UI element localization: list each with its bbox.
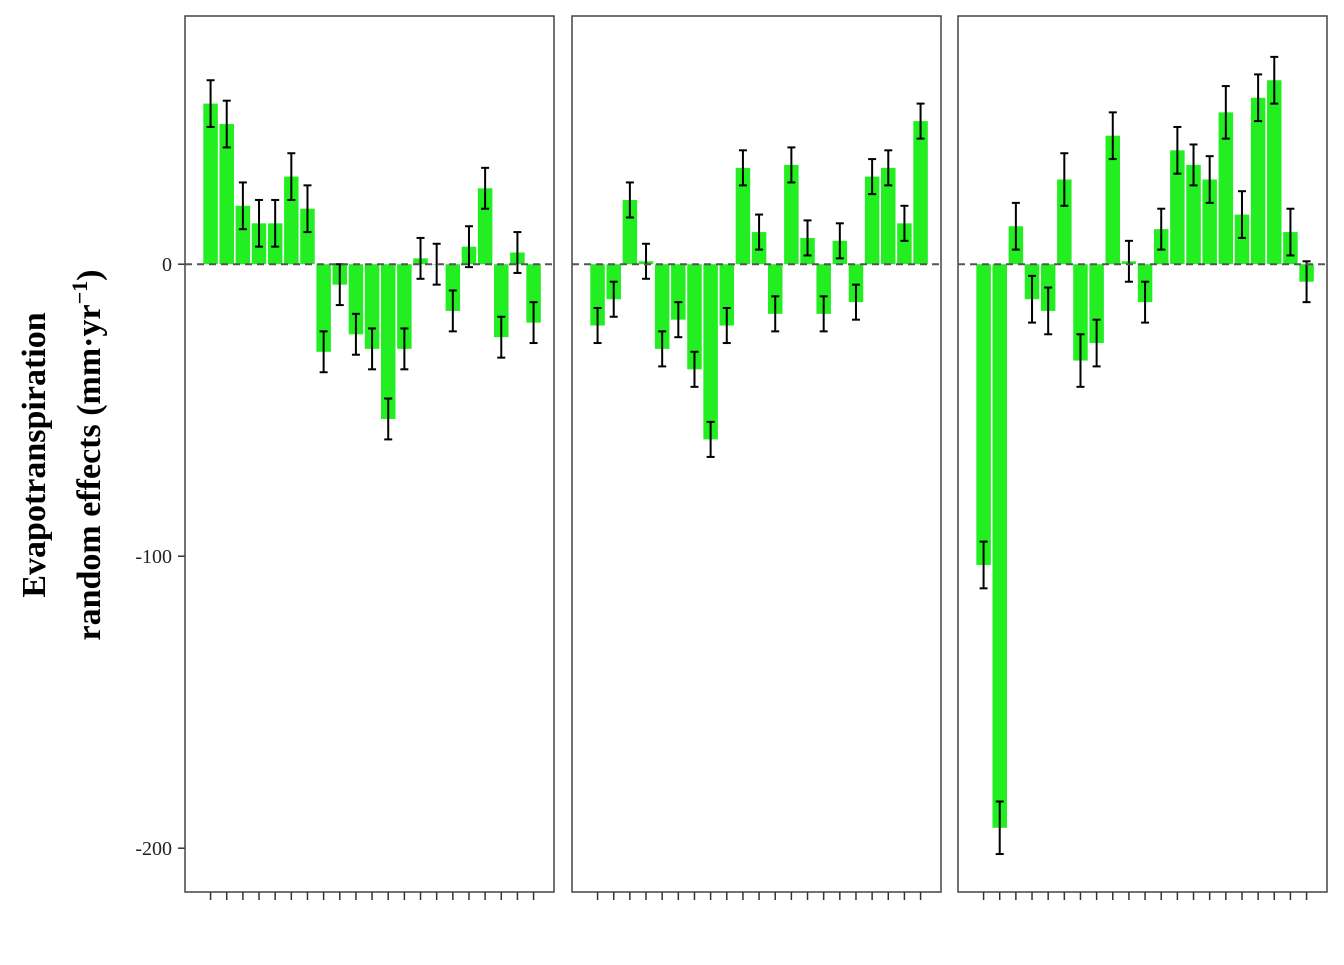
- bar: [881, 167, 896, 265]
- bar: [767, 264, 783, 314]
- y-axis-title-unit-close: ): [71, 270, 108, 281]
- bar: [864, 176, 880, 265]
- panel-border: [571, 15, 942, 893]
- y-axis-title: Evapotranspiration random effects (mm·yr…: [16, 270, 108, 641]
- panel-1: [184, 15, 555, 900]
- bar: [1057, 179, 1072, 265]
- y-tick-label: 0: [162, 254, 172, 276]
- bar: [719, 264, 735, 326]
- bar: [1267, 80, 1282, 265]
- bar: [203, 103, 218, 265]
- bar: [976, 264, 991, 565]
- bar: [687, 264, 702, 370]
- bar: [380, 264, 396, 419]
- bar: [1105, 135, 1121, 265]
- bar: [1186, 164, 1201, 265]
- bar: [703, 264, 718, 440]
- y-tick-label: -100: [135, 546, 172, 568]
- bar: [219, 124, 234, 265]
- y-axis-title-unit-exponent: −1: [67, 281, 92, 305]
- bar: [1089, 264, 1104, 344]
- bar: [526, 264, 541, 323]
- bar: [897, 223, 912, 265]
- bar: [300, 208, 315, 265]
- bar: [235, 205, 251, 265]
- bar: [622, 199, 638, 265]
- y-tick-label: -200: [135, 838, 172, 860]
- bar: [1202, 179, 1217, 265]
- bar: [654, 264, 670, 349]
- bar: [671, 264, 686, 320]
- panel-border: [184, 15, 555, 893]
- bar: [1218, 112, 1234, 265]
- bar: [1250, 97, 1266, 265]
- panels: [184, 15, 1328, 900]
- bar: [735, 167, 751, 265]
- bar: [784, 164, 799, 265]
- bar: [848, 264, 864, 303]
- y-axis-title-unit: random effects (mm·yr: [71, 304, 108, 640]
- bar: [1073, 264, 1088, 361]
- bar: [316, 264, 331, 352]
- bar: [590, 264, 605, 326]
- panel-3: [957, 15, 1328, 900]
- bar: [477, 188, 493, 265]
- bar: [913, 121, 928, 265]
- y-axis: 0 -100 -200: [135, 254, 185, 860]
- panel-2: [571, 15, 942, 900]
- bar: [1170, 150, 1185, 265]
- bar: [992, 264, 1007, 828]
- bar: [816, 264, 831, 314]
- bar: [348, 264, 364, 335]
- bar: [494, 264, 509, 338]
- bar: [1234, 214, 1250, 265]
- y-axis-title-line1: Evapotranspiration: [16, 312, 53, 597]
- panel-border: [957, 15, 1328, 893]
- bar: [284, 176, 299, 265]
- bar: [445, 264, 461, 311]
- y-axis-title-line2: random effects (mm·yr−1): [67, 270, 108, 641]
